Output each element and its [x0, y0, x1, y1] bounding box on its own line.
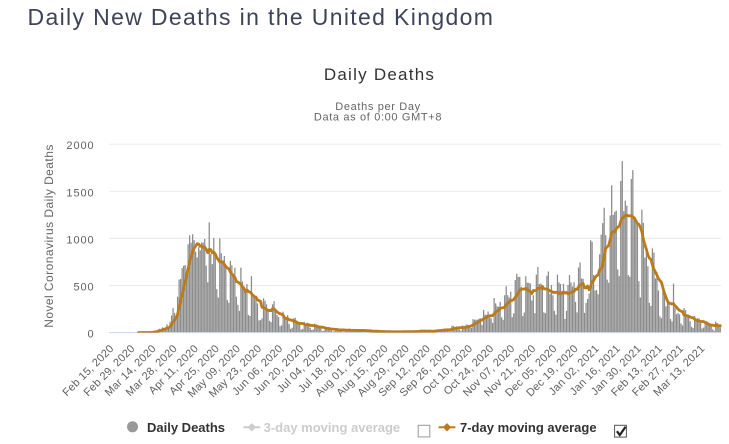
svg-text:0: 0: [87, 329, 94, 341]
svg-text:Daily Deaths: Daily Deaths: [147, 420, 225, 435]
svg-text:Daily Deaths: Daily Deaths: [324, 65, 435, 84]
svg-text:1500: 1500: [66, 187, 94, 199]
svg-text:1000: 1000: [66, 234, 94, 246]
svg-text:500: 500: [73, 282, 94, 294]
svg-text:Daily New Deaths in the United: Daily New Deaths in the United Kingdom: [28, 4, 495, 30]
svg-text:Data as of 0:00 GMT+8: Data as of 0:00 GMT+8: [314, 112, 442, 124]
svg-text:7-day moving average: 7-day moving average: [460, 420, 597, 435]
svg-text:Deaths per Day: Deaths per Day: [335, 101, 421, 113]
svg-text:3-day moving average: 3-day moving average: [264, 420, 401, 435]
svg-text:2000: 2000: [66, 140, 94, 152]
svg-text:Novel Coronavirus Daily Deaths: Novel Coronavirus Daily Deaths: [42, 144, 56, 328]
